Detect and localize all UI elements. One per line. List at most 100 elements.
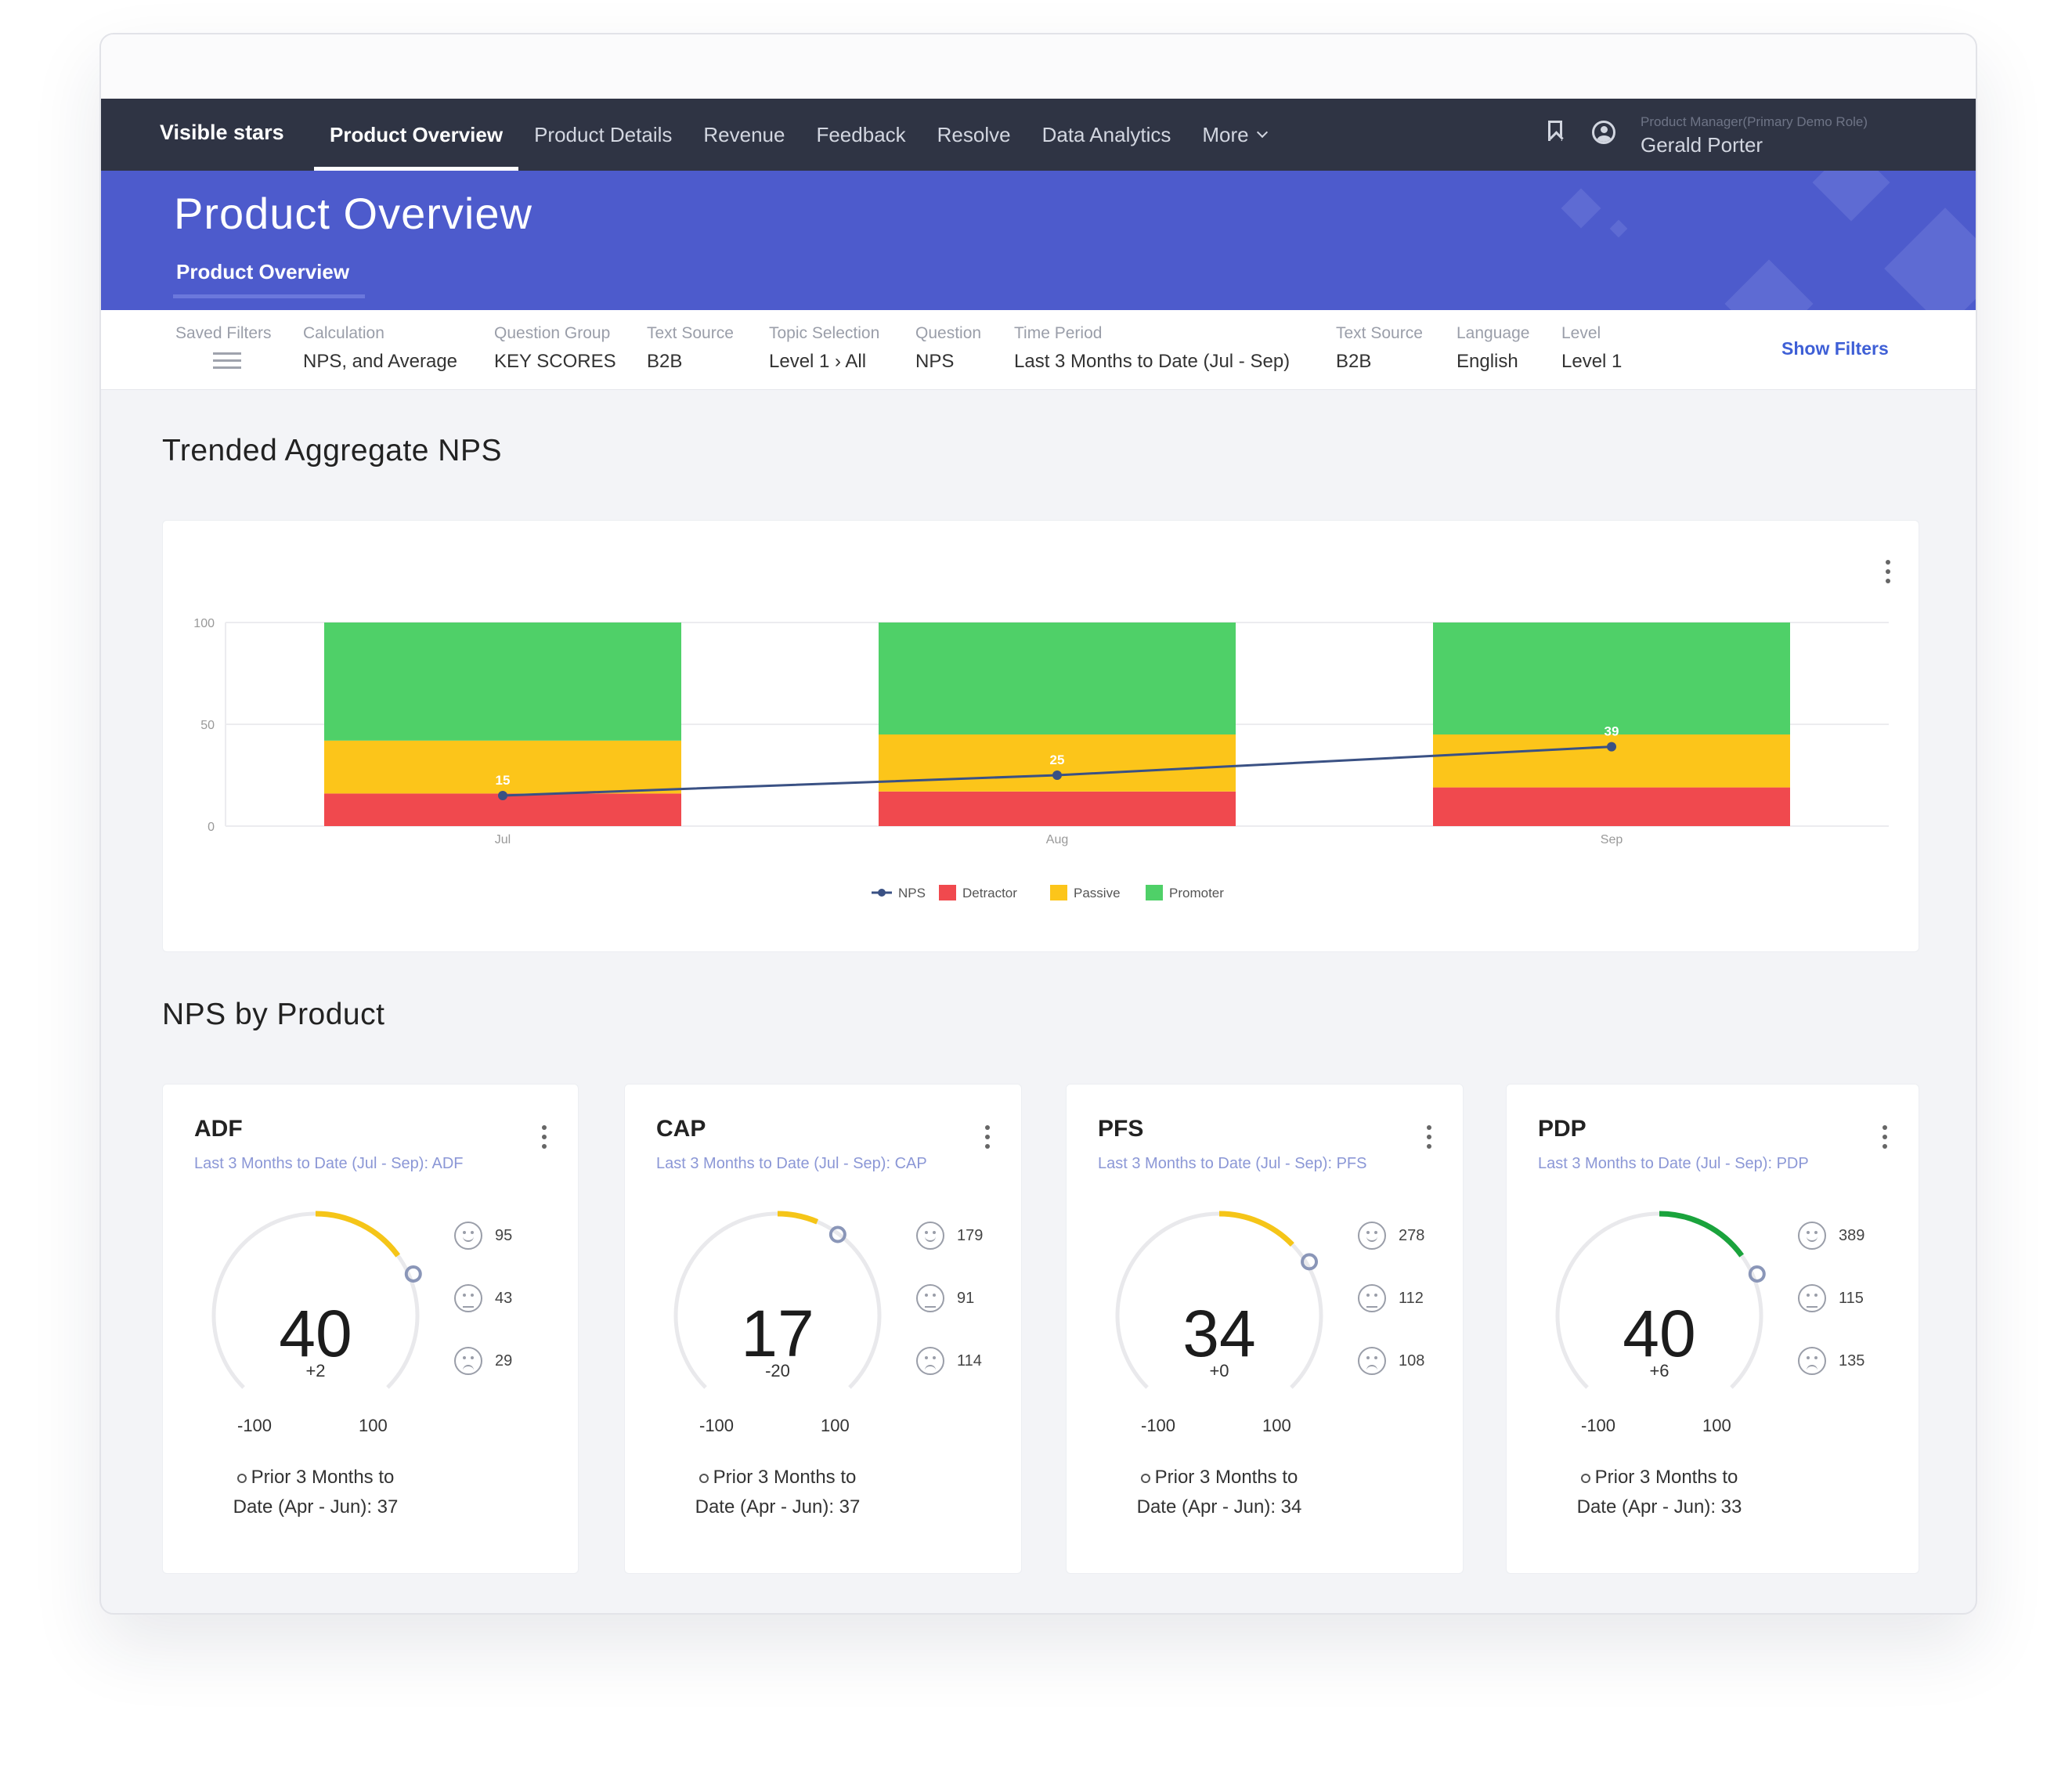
filter-language[interactable]: Language English	[1457, 324, 1529, 373]
show-filters-link[interactable]: Show Filters	[1781, 338, 1889, 359]
saved-filters[interactable]: Saved Filters	[175, 324, 272, 373]
filter-question[interactable]: Question NPS	[915, 324, 981, 373]
prior-marker-icon	[236, 1474, 247, 1483]
filter-list-icon[interactable]	[213, 352, 241, 373]
product-name: ADF	[194, 1116, 243, 1142]
prior-line-1: Prior 3 Months to	[251, 1467, 395, 1488]
tab-resolve[interactable]: Resolve	[937, 122, 1011, 146]
more-options-icon[interactable]	[985, 1125, 990, 1153]
prior-period: Prior 3 Months to Date (Apr - Jun): 34	[1098, 1463, 1341, 1522]
filter-text-source[interactable]: Text Source B2B	[647, 324, 734, 373]
filter-text-source-2[interactable]: Text Source B2B	[1336, 324, 1423, 373]
tab-product-overview[interactable]: Product Overview	[314, 99, 519, 171]
product-card-adf: ADF Last 3 Months to Date (Jul - Sep): A…	[162, 1084, 579, 1574]
tab-revenue[interactable]: Revenue	[703, 122, 785, 146]
sad-face-icon	[1358, 1347, 1386, 1375]
filter-value: KEY SCORES	[494, 351, 616, 372]
subtab-product-overview[interactable]: Product Overview	[172, 260, 366, 298]
filter-label: Level	[1561, 324, 1601, 342]
sad-face-icon	[916, 1347, 944, 1375]
filter-value: B2B	[647, 351, 683, 372]
legend-marker-nps-dot	[878, 889, 886, 897]
product-card-pfs: PFS Last 3 Months to Date (Jul - Sep): P…	[1066, 1084, 1464, 1574]
legend-marker-promoter	[1146, 885, 1163, 900]
nps-value: 34	[1182, 1297, 1256, 1370]
saved-filters-label: Saved Filters	[175, 324, 272, 342]
bookmark-icon[interactable]	[1548, 121, 1562, 141]
filter-time-period[interactable]: Time Period Last 3 Months to Date (Jul -…	[1014, 324, 1290, 373]
filter-value: Level 1	[1561, 351, 1623, 372]
filter-value: B2B	[1336, 351, 1372, 372]
decorative-diamond	[1609, 219, 1628, 238]
gauge-value-arc	[315, 1211, 401, 1258]
prior-marker-icon	[1140, 1474, 1150, 1483]
user-account-icon[interactable]	[1592, 121, 1615, 144]
gauge-max-label: 100	[1262, 1416, 1291, 1435]
product-card-pdp: PDP Last 3 Months to Date (Jul - Sep): P…	[1506, 1084, 1919, 1574]
legend-label: Detractor	[962, 886, 1017, 900]
gauge-min-label: -100	[1141, 1416, 1176, 1435]
nav-icons	[1548, 121, 1615, 144]
bar-detractor	[879, 791, 1236, 826]
neutral-face-icon	[454, 1284, 482, 1312]
filter-bar: Saved Filters Calculation NPS, and Avera…	[101, 310, 1976, 390]
filter-value: NPS	[915, 351, 955, 372]
tab-feedback[interactable]: Feedback	[816, 122, 906, 146]
gauge-min-label: -100	[1581, 1416, 1616, 1435]
section-title-products: NPS by Product	[162, 998, 385, 1031]
user-role: Product Manager(Primary Demo Role)	[1641, 114, 1868, 129]
x-tick-label: Jul	[495, 833, 511, 846]
nps-gauge	[1115, 1211, 1323, 1389]
user-name[interactable]: Gerald Porter	[1641, 133, 1763, 157]
top-navigation: Visible stars Product Overview Product D…	[101, 99, 1976, 171]
more-options-icon[interactable]	[542, 1125, 547, 1153]
prior-line-2: Date (Apr - Jun): 37	[233, 1496, 399, 1518]
gauge-value-arc	[1659, 1211, 1745, 1258]
passive-count: 115	[1839, 1290, 1864, 1307]
bar-passive	[879, 734, 1236, 792]
brand-logo[interactable]: Visible stars	[160, 121, 284, 144]
filter-label: Text Source	[1336, 324, 1423, 342]
prior-line-2: Date (Apr - Jun): 34	[1136, 1496, 1302, 1518]
detractor-count: 29	[495, 1352, 513, 1370]
page-banner: Product Overview Product Overview	[101, 171, 1976, 310]
nps-data-label: 39	[1605, 724, 1619, 739]
decorative-diamond	[1812, 171, 1890, 222]
gauge-max-label: 100	[821, 1416, 850, 1435]
more-options-icon[interactable]	[1427, 1125, 1431, 1153]
prior-line-2: Date (Apr - Jun): 33	[1576, 1496, 1742, 1518]
tab-data-analytics[interactable]: Data Analytics	[1041, 122, 1171, 146]
legend-marker-detractor	[939, 885, 956, 900]
section-title-trend: Trended Aggregate NPS	[162, 434, 502, 467]
nps-gauge	[673, 1211, 882, 1389]
window-top-strip	[101, 34, 1976, 99]
prior-line-1: Prior 3 Months to	[713, 1467, 857, 1488]
tab-product-details[interactable]: Product Details	[534, 122, 673, 146]
x-tick-label: Sep	[1601, 833, 1623, 846]
prior-marker-icon	[1580, 1474, 1590, 1483]
prior-line-1: Prior 3 Months to	[1154, 1467, 1298, 1488]
nps-value: 40	[279, 1297, 352, 1370]
filter-label: Time Period	[1014, 324, 1103, 342]
nps-value: 40	[1623, 1297, 1696, 1370]
more-options-icon[interactable]	[1886, 560, 1890, 588]
trend-chart: 0 50 100 Jul Aug Sep 15 25 39 NPS Detractor Passive…	[193, 617, 1889, 900]
filter-topic-selection[interactable]: Topic Selection Level 1 › All	[769, 324, 879, 373]
filter-calculation[interactable]: Calculation NPS, and Average	[303, 324, 457, 373]
prior-marker-icon	[828, 1225, 846, 1243]
app-window: Visible stars Product Overview Product D…	[99, 33, 1977, 1615]
filter-level[interactable]: Level Level 1	[1561, 324, 1622, 373]
trend-chart-card: 0 50 100 Jul Aug Sep 15 25 39 NPS Detractor Passive…	[162, 520, 1919, 952]
filter-value: NPS, and Average	[303, 351, 458, 372]
more-options-icon[interactable]	[1882, 1125, 1887, 1153]
tab-more[interactable]: More	[1186, 99, 1281, 171]
product-name: CAP	[656, 1116, 706, 1142]
filter-label: Text Source	[647, 324, 734, 342]
bar-passive	[324, 740, 681, 794]
prior-period: Prior 3 Months to Date (Apr - Jun): 33	[1538, 1463, 1781, 1522]
nps-gauge	[211, 1211, 422, 1389]
filter-question-group[interactable]: Question Group KEY SCORES	[494, 324, 616, 373]
legend-marker-passive	[1050, 885, 1067, 900]
neutral-face-icon	[916, 1284, 944, 1312]
filter-value: Level 1 › All	[769, 351, 867, 372]
